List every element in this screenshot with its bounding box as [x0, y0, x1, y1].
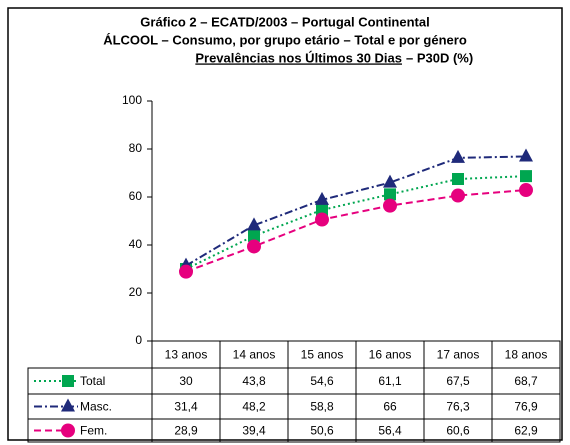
table-row — [27, 367, 561, 395]
y-tick-label: 40 — [129, 237, 143, 251]
table-value: 39,4 — [242, 424, 266, 438]
table-value: 56,4 — [378, 424, 402, 438]
table-value: 31,4 — [174, 400, 198, 414]
subtitle-underlined: Prevalências nos Últimos 30 Dias — [195, 50, 402, 65]
marker — [247, 217, 261, 231]
table-value: 62,9 — [514, 424, 538, 438]
y-tick-label: 60 — [129, 189, 143, 203]
series-line — [185, 189, 527, 273]
legend-marker — [62, 375, 74, 387]
table-value: 28,9 — [174, 424, 198, 438]
y-tick-label: 100 — [122, 93, 142, 107]
marker — [315, 191, 329, 205]
legend-label: Masc. — [80, 400, 112, 414]
table-row — [27, 418, 561, 443]
x-tick-label: 14 anos — [233, 348, 276, 362]
series-line — [185, 155, 527, 267]
table-value: 48,2 — [242, 400, 266, 414]
table-value: 61,1 — [378, 374, 402, 388]
x-tick-label: 16 anos — [369, 348, 412, 362]
legend-marker — [61, 423, 75, 438]
marker — [451, 149, 465, 163]
x-tick-label: 15 anos — [301, 348, 344, 362]
table-value: 50,6 — [310, 424, 334, 438]
table-value: 43,8 — [242, 374, 266, 388]
table-value: 76,9 — [514, 400, 538, 414]
marker — [452, 173, 464, 185]
y-tick-label: 0 — [135, 333, 142, 347]
table-value: 76,3 — [446, 400, 470, 414]
marker — [520, 170, 532, 183]
x-tick-label: 17 anos — [437, 348, 480, 362]
marker — [383, 174, 397, 188]
x-tick-label: 13 anos — [165, 348, 208, 362]
legend-label: Fem. — [80, 424, 107, 438]
marker — [519, 148, 533, 162]
marker — [248, 229, 260, 242]
marker — [451, 188, 465, 203]
frame — [7, 7, 563, 441]
y-tick-label: 80 — [129, 141, 143, 155]
title-line: Gráfico 2 – ECATD/2003 – Portugal Contin… — [140, 14, 429, 29]
table-value: 58,8 — [310, 400, 334, 414]
marker — [179, 264, 193, 279]
title-line: ÁLCOOL – Consumo, por grupo etário – Tot… — [103, 32, 467, 47]
table-value: 30 — [179, 374, 193, 388]
marker — [519, 183, 533, 198]
subtitle-rest: – P30D (%) — [406, 50, 473, 65]
table-value: 60,6 — [446, 424, 470, 438]
table-value: 67,5 — [446, 374, 470, 388]
marker — [316, 203, 328, 216]
legend-label: Total — [80, 374, 105, 388]
marker — [384, 188, 396, 201]
series-line — [185, 175, 527, 270]
legend-marker — [61, 398, 75, 412]
table-value: 54,6 — [310, 374, 334, 388]
marker — [315, 212, 329, 227]
x-tick-label: 18 anos — [505, 348, 548, 362]
table-value: 68,7 — [514, 374, 538, 388]
marker — [247, 239, 261, 254]
y-tick-label: 20 — [129, 285, 143, 299]
table-value: 66 — [383, 400, 397, 414]
marker — [383, 198, 397, 213]
